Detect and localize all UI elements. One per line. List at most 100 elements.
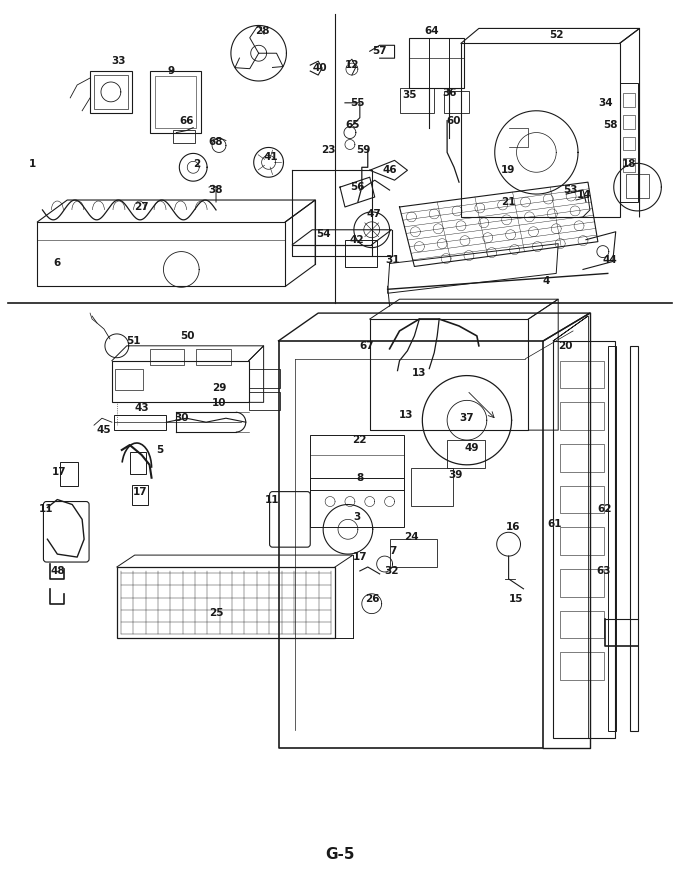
Text: 67: 67	[360, 341, 374, 351]
Bar	[249, 368, 280, 388]
Text: 45: 45	[97, 425, 112, 435]
Text: 32: 32	[384, 566, 399, 576]
Text: 21: 21	[501, 197, 516, 207]
Bar	[310, 478, 405, 527]
Bar	[560, 527, 604, 555]
Text: 5: 5	[156, 445, 163, 455]
Bar	[444, 91, 469, 113]
Text: 51: 51	[126, 336, 141, 346]
Text: 63: 63	[596, 566, 611, 576]
Bar	[132, 485, 148, 505]
Bar	[173, 130, 195, 143]
Bar	[608, 346, 615, 731]
Text: 8: 8	[356, 473, 364, 482]
Text: 2: 2	[194, 159, 201, 169]
Text: 9: 9	[168, 66, 175, 76]
Text: 19: 19	[500, 166, 515, 175]
Text: 1: 1	[29, 159, 36, 169]
Text: 26: 26	[365, 594, 380, 603]
Bar	[630, 346, 638, 731]
Bar	[409, 38, 464, 88]
Text: 35: 35	[402, 90, 417, 100]
Bar	[560, 611, 604, 638]
Text: 29: 29	[211, 384, 226, 393]
Bar	[560, 360, 604, 388]
Text: G-5: G-5	[325, 847, 355, 862]
Text: 59: 59	[356, 145, 371, 156]
Bar	[560, 444, 604, 472]
Bar	[626, 174, 649, 198]
Text: 23: 23	[321, 145, 335, 156]
Text: 66: 66	[179, 116, 194, 125]
Bar	[623, 93, 634, 107]
Bar	[115, 368, 143, 391]
Text: 62: 62	[598, 505, 612, 514]
Text: 28: 28	[256, 27, 270, 36]
Text: 64: 64	[424, 27, 439, 36]
Bar	[411, 468, 453, 506]
Bar	[390, 539, 437, 567]
Text: 50: 50	[180, 331, 194, 341]
Bar	[150, 71, 201, 133]
Text: 54: 54	[316, 229, 330, 239]
Text: 39: 39	[448, 470, 462, 480]
Text: 56: 56	[351, 182, 365, 192]
Text: 22: 22	[353, 435, 367, 445]
Text: 43: 43	[135, 403, 149, 413]
Bar	[249, 392, 280, 410]
Text: 37: 37	[460, 413, 474, 424]
Bar	[560, 569, 604, 597]
Text: 55: 55	[351, 98, 365, 108]
Text: 52: 52	[549, 30, 564, 40]
Text: 33: 33	[112, 56, 126, 66]
Bar	[197, 349, 231, 365]
Text: 31: 31	[386, 255, 400, 264]
Text: 46: 46	[382, 166, 397, 175]
Bar	[112, 360, 249, 402]
Text: 10: 10	[211, 399, 226, 409]
Text: 60: 60	[447, 116, 461, 125]
Bar	[150, 349, 184, 365]
Text: 15: 15	[509, 594, 524, 603]
Text: 44: 44	[602, 255, 617, 264]
Text: 34: 34	[598, 98, 613, 108]
Bar	[560, 486, 604, 514]
Text: 14: 14	[577, 190, 592, 200]
Text: 7: 7	[389, 546, 396, 556]
Text: 11: 11	[265, 495, 279, 505]
Text: 48: 48	[50, 566, 65, 576]
Text: 36: 36	[442, 88, 456, 98]
Bar	[61, 462, 78, 486]
Text: 6: 6	[54, 258, 61, 269]
Text: 49: 49	[464, 443, 479, 453]
Bar	[560, 402, 604, 430]
Text: 4: 4	[543, 277, 550, 287]
Bar	[130, 452, 146, 473]
Text: 38: 38	[209, 185, 223, 195]
Text: 68: 68	[209, 137, 223, 148]
Text: 17: 17	[352, 552, 367, 562]
Text: 57: 57	[373, 46, 387, 56]
Text: 17: 17	[133, 487, 147, 497]
Text: 30: 30	[174, 413, 188, 424]
Bar	[560, 652, 604, 680]
Bar	[623, 158, 634, 173]
Text: 13: 13	[412, 368, 426, 377]
Bar	[623, 136, 634, 150]
Text: 18: 18	[622, 159, 636, 169]
Bar	[554, 341, 615, 738]
Text: 17: 17	[52, 466, 67, 477]
Bar	[310, 435, 405, 490]
Text: 27: 27	[135, 202, 149, 212]
Bar	[154, 76, 197, 127]
Text: 12: 12	[345, 61, 359, 70]
Bar	[400, 88, 435, 113]
Bar	[117, 567, 335, 638]
Text: 16: 16	[505, 522, 520, 532]
Text: 24: 24	[404, 532, 419, 542]
Bar	[90, 71, 132, 113]
Text: 58: 58	[604, 119, 618, 130]
Bar	[345, 239, 377, 268]
Text: 47: 47	[367, 209, 381, 219]
Bar	[461, 44, 619, 217]
